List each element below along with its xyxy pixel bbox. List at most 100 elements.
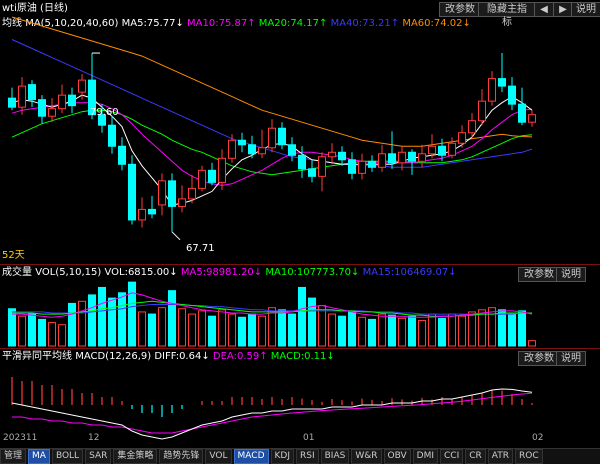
ma40-value: MA40:73.21↑ [330, 18, 400, 29]
candle-body [68, 94, 76, 107]
candle-body [308, 168, 316, 177]
time-label-02: 02 [532, 433, 544, 443]
macd-label: 平滑异同平均线 [2, 351, 72, 362]
volume-bar [358, 316, 366, 347]
high-price-label: 79.60 [90, 107, 119, 118]
candle-body [228, 139, 236, 159]
ma-legend: 均线 MA(5,10,20,40,60) MA5:75.77↓ MA10:75.… [2, 18, 471, 30]
volume-bar [138, 311, 146, 347]
volume-bar [88, 294, 96, 347]
volume-bar [218, 309, 226, 347]
indicator-tab-0[interactable]: 管理 [0, 449, 27, 464]
ma10-value: MA10:75.87↑ [187, 18, 256, 29]
indicator-tab-3[interactable]: SAR [85, 449, 112, 464]
volume-bar [228, 313, 236, 347]
volume-label: 成交量 [2, 267, 32, 278]
volume-bar [408, 315, 416, 347]
indicator-tab-10[interactable]: BIAS [320, 449, 350, 464]
ma-indicator-label: 均线 [2, 18, 22, 29]
volume-bar [498, 309, 506, 347]
indicator-tab-14[interactable]: CCI [440, 449, 464, 464]
volume-bar [328, 313, 336, 347]
macd-params-button[interactable]: 改参数 [518, 351, 560, 366]
ma5-value: MA5:75.77↓ [121, 18, 184, 29]
indicator-tab-9[interactable]: RSI [296, 449, 319, 464]
help-button[interactable]: 说明 [571, 2, 600, 17]
volume-bar [28, 313, 36, 347]
indicator-tab-2[interactable]: BOLL [51, 449, 84, 464]
volume-bar [458, 315, 466, 347]
candle-body [358, 160, 366, 174]
volume-bar [288, 313, 296, 347]
volume-bar [388, 314, 396, 347]
volume-bar [428, 313, 436, 347]
volume-help-button[interactable]: 说明 [556, 267, 586, 282]
volume-bar [528, 340, 536, 347]
volume-bar [468, 311, 476, 347]
indicator-tab-12[interactable]: OBV [383, 449, 411, 464]
candle-body [348, 159, 356, 174]
indicator-tab-17[interactable]: ROC [515, 449, 543, 464]
macd-dea: DEA:0.59↑ [212, 351, 268, 362]
hide-indicator-button[interactable]: 隐藏主指标 [478, 2, 536, 28]
candle-body [388, 153, 396, 164]
indicator-tab-1[interactable]: MA [28, 449, 50, 464]
indicator-tab-13[interactable]: DMI [412, 449, 438, 464]
candle-body [238, 139, 246, 146]
panel-divider-1 [0, 264, 600, 265]
candle-body [318, 156, 326, 177]
volume-bar [438, 317, 446, 347]
volume-bar [298, 286, 306, 347]
candle-body [208, 169, 216, 183]
candle-body [508, 85, 516, 105]
candle-body [408, 151, 416, 162]
time-label-12: 12 [88, 433, 100, 443]
candle-body [438, 145, 446, 156]
nav-left-button[interactable]: ◀ [534, 2, 554, 17]
low-pointer [171, 231, 181, 241]
candle-body [38, 99, 46, 117]
volume-bar [208, 315, 216, 347]
candle-body [178, 198, 186, 207]
ma20-value: MA20:74.17↑ [258, 18, 328, 29]
candle-body [158, 180, 166, 206]
volume-bar [418, 319, 426, 347]
candle-body [488, 78, 496, 102]
macd-legend: 平滑异同平均线 MACD(12,26,9) DIFF:0.64↓ DEA:0.5… [2, 351, 335, 363]
candle-body [128, 163, 136, 221]
volume-bar [38, 318, 46, 347]
ma60-line [11, 16, 533, 147]
low-price-label: 67.71 [186, 243, 215, 254]
candle-body [28, 84, 36, 101]
volume-bar [78, 300, 86, 347]
volume-ma10: MA10:107773.70↓ [265, 267, 360, 278]
volume-bar [68, 302, 76, 347]
macd-help-button[interactable]: 说明 [556, 351, 586, 366]
volume-params-button[interactable]: 改参数 [518, 267, 560, 282]
indicator-tab-4[interactable]: 集金策略 [113, 449, 158, 464]
indicator-tab-11[interactable]: W&R [351, 449, 382, 464]
volume-bar [478, 309, 486, 347]
volume-bar [268, 307, 276, 347]
volume-bar [8, 308, 16, 347]
indicator-tab-5[interactable]: 趋势先锋 [159, 449, 204, 464]
indicator-tab-6[interactable]: VOL [205, 449, 232, 464]
macd-params: MACD(12,26,9) [75, 351, 152, 362]
panel-divider-2 [0, 348, 600, 349]
volume-bar [258, 315, 266, 347]
volume-bar [238, 316, 246, 347]
candle-body [458, 132, 466, 144]
indicator-tab-7[interactable]: MACD [233, 449, 269, 464]
volume-bar [148, 313, 156, 347]
candle-body [398, 151, 406, 164]
indicator-tab-8[interactable]: KDJ [270, 449, 294, 464]
volume-bar [508, 313, 516, 347]
volume-bar [488, 307, 496, 347]
candle-body [218, 157, 226, 183]
candle-body [108, 124, 116, 147]
volume-bar [168, 290, 176, 347]
candle-body [118, 145, 126, 165]
indicator-tab-15[interactable]: CR [465, 449, 486, 464]
volume-bar [378, 313, 386, 347]
indicator-tab-16[interactable]: ATR [487, 449, 513, 464]
